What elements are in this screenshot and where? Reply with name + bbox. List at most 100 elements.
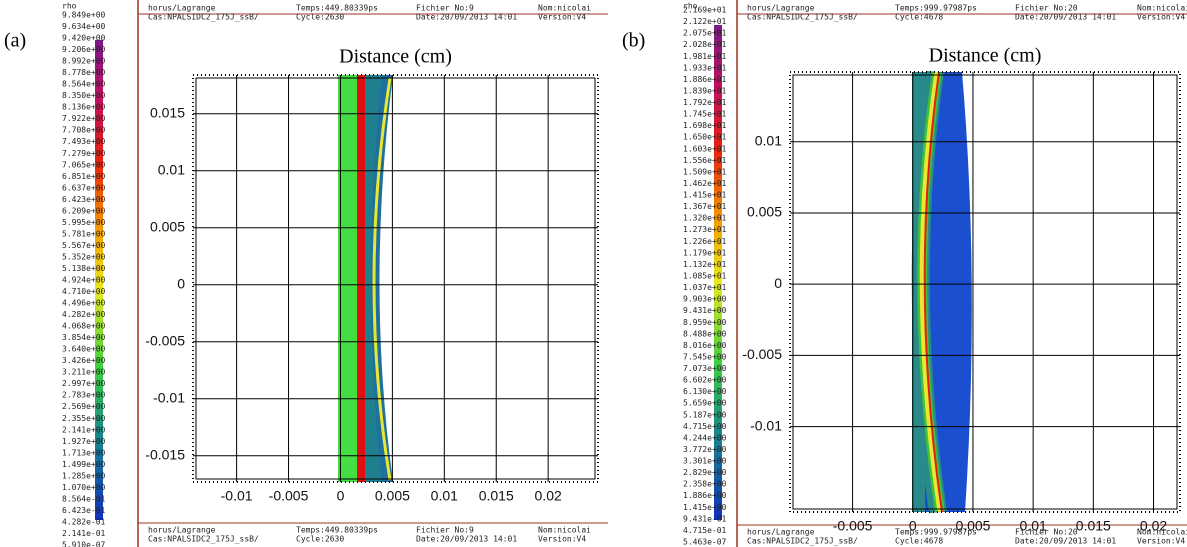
header-text: Fichier No:20 — [1015, 4, 1078, 13]
colorbar-label: 4.496e+00 — [62, 299, 106, 308]
header-text: Nom:nicolai — [1137, 4, 1187, 13]
colorbar-label: 1.085e+01 — [683, 272, 727, 281]
colorbar-label: 9.431e-01 — [683, 514, 727, 523]
header-text: Date:20/09/2013 14:01 — [1015, 537, 1116, 546]
colorbar-label: 8.136e+00 — [62, 103, 106, 112]
x-tick-label: -0.01 — [221, 488, 253, 504]
colorbar-label: 5.138e+00 — [62, 264, 106, 273]
header-text: Date:20/09/2013 14:01 — [416, 535, 517, 544]
colorbar-label: 7.279e+00 — [62, 149, 106, 158]
colorbar-label: 4.068e+00 — [62, 322, 106, 331]
colorbar-label: 8.016e+00 — [683, 341, 727, 350]
y-tick-label: -0.015 — [145, 446, 185, 462]
colorbar-label: 1.415e+00 — [683, 503, 727, 512]
colorbar-label: 1.933e+01 — [683, 63, 727, 72]
colorbar-label: 1.509e+01 — [683, 167, 727, 176]
colorbar-label: 2.028e+01 — [683, 40, 727, 49]
colorbar-label: 1.981e+01 — [683, 52, 727, 61]
colorbar-label: 2.997e+00 — [62, 379, 106, 388]
colorbar-label: 2.141e-01 — [62, 529, 106, 538]
colorbar-label: 1.132e+01 — [683, 260, 727, 269]
colorbar-label: 1.886e+01 — [683, 75, 727, 84]
colorbar-label: 2.122e+01 — [683, 17, 727, 26]
colorbar-label: 8.564e-01 — [62, 494, 106, 503]
colorbar-label: 6.637e+00 — [62, 183, 106, 192]
axis-title: Distance (cm) — [339, 46, 452, 68]
colorbar-label: 8.992e+00 — [62, 57, 106, 66]
colorbar-label: 6.423e-01 — [62, 506, 106, 515]
x-tick-label: 0.005 — [375, 488, 410, 504]
colorbar-title: rho — [62, 2, 77, 11]
header-text: Version:V4 — [538, 535, 586, 544]
colorbar-label: 6.423e+00 — [62, 195, 106, 204]
colorbar-label: 1.556e+01 — [683, 156, 727, 165]
colorbar-label: 7.545e+00 — [683, 352, 727, 361]
colorbar-label: 5.187e+00 — [683, 410, 727, 419]
header-text: Temps:999.97987ps — [895, 528, 977, 537]
colorbar-label: 1.499e+00 — [62, 460, 106, 469]
colorbar-label: 9.420e+00 — [62, 34, 106, 43]
colorbar-label: 3.772e+00 — [683, 445, 727, 454]
header-text: Date:20/09/2013 14:01 — [1015, 13, 1116, 22]
header-text: Cas:NPALSIDC2_175J_ssB/ — [747, 13, 858, 22]
colorbar-label: 4.244e+00 — [683, 433, 727, 442]
colorbar-label: 6.130e+00 — [683, 387, 727, 396]
header-text: Temps:449.80339ps — [296, 4, 378, 13]
colorbar-label: 2.355e+00 — [62, 414, 106, 423]
colorbar-label: 1.179e+01 — [683, 248, 727, 257]
plot-frame — [792, 74, 1178, 510]
header-text: Fichier No:9 — [416, 526, 474, 535]
header-text: Cycle:4678 — [895, 13, 943, 22]
colorbar-label: 5.463e-07 — [683, 538, 727, 547]
colorbar-label: 3.426e+00 — [62, 356, 106, 365]
y-tick-label: 0.01 — [158, 161, 185, 177]
colorbar-label: 5.910e-07 — [62, 541, 106, 547]
x-tick-label: 0.02 — [1140, 518, 1167, 534]
colorbar-label: 2.141e+00 — [62, 425, 106, 434]
header-text: Cycle:2630 — [296, 13, 344, 22]
header-text: Temps:449.80339ps — [296, 526, 378, 535]
colorbar-label: 1.037e+01 — [683, 283, 727, 292]
header-text: Cas:NPALSIDC2_175J_ssB/ — [148, 535, 259, 544]
y-tick-label: 0.005 — [747, 204, 782, 220]
x-tick-label: 0.005 — [955, 518, 990, 534]
colorbar-label: 2.783e+00 — [62, 391, 106, 400]
colorbar-label: 1.462e+01 — [683, 179, 727, 188]
colorbar-label: 2.829e+00 — [683, 468, 727, 477]
header-text: Fichier No:20 — [1015, 528, 1078, 537]
colorbar-label: 7.708e+00 — [62, 126, 106, 135]
header-text: Fichier No:9 — [416, 4, 474, 13]
header-text: Date:20/09/2013 14:01 — [416, 13, 517, 22]
colorbar — [714, 25, 722, 520]
colorbar-label: 8.350e+00 — [62, 91, 106, 100]
field-b — [911, 70, 972, 514]
header-text: horus/Lagrange — [747, 4, 815, 13]
header-text: horus/Lagrange — [148, 526, 216, 535]
panel-label: (a) — [4, 30, 26, 52]
header-text: horus/Lagrange — [747, 528, 815, 537]
colorbar-label: 8.959e+00 — [683, 318, 727, 327]
header-text: Cycle:2630 — [296, 535, 344, 544]
axis-title: Distance (cm) — [929, 45, 1042, 67]
colorbar-label: 1.698e+01 — [683, 121, 727, 130]
x-tick-label: 0.015 — [1076, 518, 1111, 534]
colorbar-label: 7.922e+00 — [62, 114, 106, 123]
colorbar-label: 6.851e+00 — [62, 172, 106, 181]
colorbar-label: 9.903e+00 — [683, 295, 727, 304]
colorbar-label: 9.634e+00 — [62, 22, 106, 31]
header-text: Nom:nicolai — [1137, 528, 1187, 537]
header-text: Temps:999.97987ps — [895, 4, 977, 13]
colorbar-label: 1.273e+01 — [683, 225, 727, 234]
plot-frame — [789, 71, 1181, 513]
y-tick-label: 0.01 — [755, 132, 782, 148]
colorbar-label: 4.710e+00 — [62, 287, 106, 296]
colorbar-label: 5.567e+00 — [62, 241, 106, 250]
colorbar-label: 1.320e+01 — [683, 214, 727, 223]
colorbar-label: 1.603e+01 — [683, 144, 727, 153]
colorbar-label: 4.282e-01 — [62, 517, 106, 526]
x-tick-label: -0.005 — [269, 488, 309, 504]
colorbar-label: 1.713e+00 — [62, 448, 106, 457]
colorbar-label: 5.995e+00 — [62, 218, 106, 227]
colorbar-label: 8.564e+00 — [62, 80, 106, 89]
